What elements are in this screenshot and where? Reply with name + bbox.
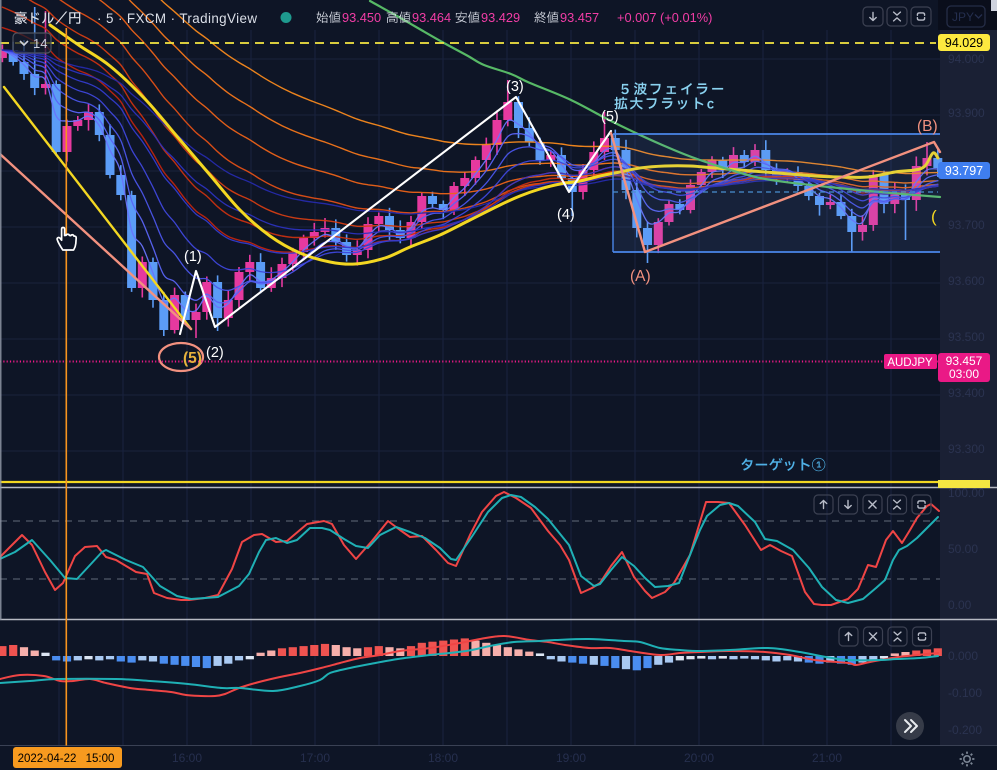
svg-text:· 5 · FXCM · TradingView: · 5 · FXCM · TradingView xyxy=(97,11,257,26)
svg-text:(3): (3) xyxy=(506,79,524,95)
svg-text:17:00: 17:00 xyxy=(300,751,330,765)
svg-text:93.429: 93.429 xyxy=(481,10,520,25)
svg-text:21:00: 21:00 xyxy=(812,751,842,765)
svg-text:93.464: 93.464 xyxy=(412,10,451,25)
svg-text:93.500: 93.500 xyxy=(948,330,985,344)
svg-text:0.00: 0.00 xyxy=(948,598,972,612)
svg-text:(: ( xyxy=(931,207,937,226)
svg-text:93.900: 93.900 xyxy=(948,106,985,120)
svg-text:93.797: 93.797 xyxy=(945,164,983,178)
svg-text:93.450: 93.450 xyxy=(342,10,381,25)
svg-text:93.300: 93.300 xyxy=(948,442,985,456)
svg-text:(A): (A) xyxy=(630,268,651,285)
svg-text:03:00: 03:00 xyxy=(949,367,979,381)
svg-text:93.700: 93.700 xyxy=(948,218,985,232)
svg-text:(4): (4) xyxy=(557,207,575,223)
svg-text:93.400: 93.400 xyxy=(948,386,985,400)
svg-text:(5): (5) xyxy=(601,109,619,125)
svg-text:JPY: JPY xyxy=(952,10,974,24)
svg-text:16:00: 16:00 xyxy=(172,751,202,765)
svg-text:(5): (5) xyxy=(183,350,202,367)
svg-text:93.600: 93.600 xyxy=(948,274,985,288)
svg-text:(1): (1) xyxy=(184,249,202,265)
svg-text:100.00: 100.00 xyxy=(948,486,985,500)
svg-text:(2): (2) xyxy=(206,345,224,361)
svg-text:14: 14 xyxy=(33,36,47,51)
svg-text:18:00: 18:00 xyxy=(428,751,458,765)
svg-text:50.00: 50.00 xyxy=(948,542,978,556)
svg-text:93.457: 93.457 xyxy=(560,10,599,25)
svg-text:2022-04-22: 2022-04-22 xyxy=(18,753,77,765)
svg-text:20:00: 20:00 xyxy=(684,751,714,765)
svg-text:94.029: 94.029 xyxy=(945,36,983,50)
svg-text:93.457: 93.457 xyxy=(946,354,983,368)
svg-text:15:00: 15:00 xyxy=(86,753,115,765)
svg-text:94.000: 94.000 xyxy=(948,52,985,66)
svg-text:(B): (B) xyxy=(917,118,938,135)
svg-text:+0.007 (+0.01%): +0.007 (+0.01%) xyxy=(617,10,712,25)
svg-text:-0.100: -0.100 xyxy=(948,686,982,700)
svg-text:-0.200: -0.200 xyxy=(948,723,982,737)
svg-text:19:00: 19:00 xyxy=(556,751,586,765)
svg-text:AUDJPY: AUDJPY xyxy=(887,357,933,369)
svg-text:0.000: 0.000 xyxy=(948,649,978,663)
